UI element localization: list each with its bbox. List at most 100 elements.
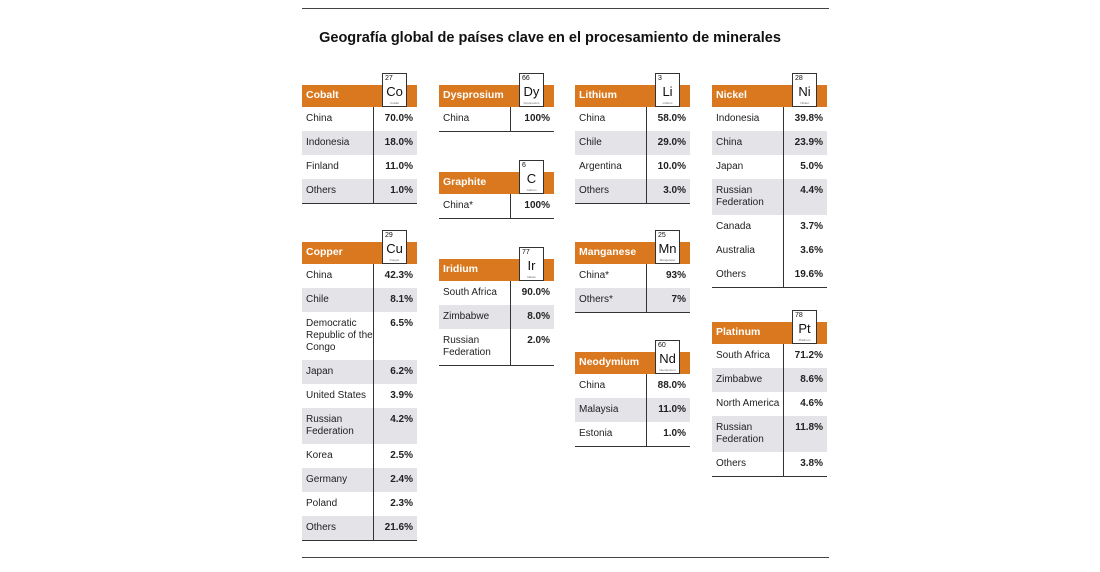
country-label: Canada <box>716 221 752 232</box>
table-row: Poland 2.3% <box>302 492 417 516</box>
share-value: 4.4% <box>783 179 827 215</box>
share-value: 70.0% <box>373 107 417 131</box>
country-label: Others <box>716 458 747 469</box>
element-symbol: Li <box>662 84 673 99</box>
mineral-name: Cobalt <box>306 89 339 101</box>
table-row: Others 3.8% <box>712 452 827 476</box>
country-label: Chile <box>306 294 329 305</box>
share-value: 29.0% <box>646 131 690 155</box>
mineral-header: Platinum 78 Pt Platinum <box>712 310 827 344</box>
table-row: China 23.9% <box>712 131 827 155</box>
element-name: Lithium <box>662 101 673 105</box>
element-name: Platinum <box>798 338 811 342</box>
table-row: Zimbabwe 8.6% <box>712 368 827 392</box>
mineral-header: Manganese 25 Mn Manganese <box>575 230 690 264</box>
table-row: Chile 29.0% <box>575 131 690 155</box>
element-symbol: Nd <box>659 351 676 366</box>
element-name: Neodymium <box>659 368 676 372</box>
share-value: 5.0% <box>783 155 827 179</box>
table-row: Others* 7% <box>575 288 690 312</box>
element-symbol: Ir <box>527 258 536 273</box>
mineral-table-neodymium: Neodymium 60 Nd Neodymium China 88.0% Malaysia… <box>575 340 690 447</box>
element-name: Manganese <box>659 258 676 262</box>
mineral-rows: China* 100% <box>439 194 554 219</box>
share-value: 88.0% <box>646 374 690 398</box>
share-value: 8.1% <box>373 288 417 312</box>
mineral-rows: Indonesia 39.8% China 23.9% Japan 5.0% Russian… <box>712 107 827 288</box>
mineral-name: Graphite <box>443 176 487 188</box>
element-number: 77 <box>522 249 530 256</box>
share-value: 21.6% <box>373 516 417 540</box>
country-label: North America <box>716 398 780 409</box>
mineral-header: Copper 29 Cu Copper <box>302 230 417 264</box>
share-value: 4.2% <box>373 408 417 444</box>
mineral-name: Lithium <box>579 89 617 101</box>
element-number: 25 <box>658 232 666 239</box>
country-label: Democratic Republic of the Congo <box>306 318 373 353</box>
element-name: Cobalt <box>390 101 399 105</box>
element-number: 78 <box>795 312 803 319</box>
country-label: Indonesia <box>306 137 350 148</box>
country-label: China <box>579 380 606 391</box>
table-row: Canada 3.7% <box>712 215 827 239</box>
element-number: 3 <box>658 75 662 82</box>
share-value: 23.9% <box>783 131 827 155</box>
share-value: 1.0% <box>646 422 690 446</box>
mineral-header: Nickel 28 Ni Nickel <box>712 73 827 107</box>
share-value: 11.0% <box>373 155 417 179</box>
country-label: Poland <box>306 498 338 509</box>
country-label: Others* <box>579 294 613 305</box>
country-label: Russian Federation <box>306 414 354 437</box>
table-row: China 42.3% <box>302 264 417 288</box>
table-row: Malaysia 11.0% <box>575 398 690 422</box>
table-row: Indonesia 18.0% <box>302 131 417 155</box>
share-value: 58.0% <box>646 107 690 131</box>
element-tile: 29 Cu Copper <box>382 230 407 264</box>
table-row: Korea 2.5% <box>302 444 417 468</box>
mineral-rows: China 88.0% Malaysia 11.0% Estonia 1.0% <box>575 374 690 447</box>
table-row: China 88.0% <box>575 374 690 398</box>
mineral-table-manganese: Manganese 25 Mn Manganese China* 93% Others* 7% <box>575 230 690 313</box>
country-label: China* <box>579 270 610 281</box>
share-value: 2.0% <box>510 329 554 365</box>
country-label: Korea <box>306 450 333 461</box>
chart-title: Geografía global de países clave en el p… <box>319 30 781 46</box>
mineral-table-cobalt: Cobalt 27 Co Cobalt China 70.0% Indonesia 18.0%… <box>302 73 417 204</box>
element-name: Nickel <box>800 101 809 105</box>
country-label: China <box>443 113 470 124</box>
mineral-name: Nickel <box>716 89 747 101</box>
element-name: Copper <box>389 258 400 262</box>
element-symbol: Ni <box>798 84 811 99</box>
country-label: Indonesia <box>716 113 760 124</box>
share-value: 3.0% <box>646 179 690 203</box>
share-value: 3.8% <box>783 452 827 476</box>
element-name: Carbon <box>526 188 537 192</box>
element-number: 60 <box>658 342 666 349</box>
element-number: 66 <box>522 75 530 82</box>
country-label: Argentina <box>579 161 622 172</box>
element-tile: 27 Co Cobalt <box>382 73 407 107</box>
country-label: China* <box>443 200 474 211</box>
share-value: 10.0% <box>646 155 690 179</box>
share-value: 6.5% <box>373 312 417 360</box>
mineral-rows: South Africa 90.0% Zimbabwe 8.0% Russian Fed… <box>439 281 554 366</box>
share-value: 7% <box>646 288 690 312</box>
country-label: Russian Federation <box>716 185 764 208</box>
share-value: 90.0% <box>510 281 554 305</box>
element-tile: 25 Mn Manganese <box>655 230 680 264</box>
table-row: South Africa 90.0% <box>439 281 554 305</box>
mineral-header: Graphite 6 C Carbon <box>439 160 554 194</box>
mineral-table-lithium: Lithium 3 Li Lithium China 58.0% Chile 29.0% Arg… <box>575 73 690 204</box>
table-row: Indonesia 39.8% <box>712 107 827 131</box>
share-value: 2.5% <box>373 444 417 468</box>
share-value: 93% <box>646 264 690 288</box>
share-value: 3.6% <box>783 239 827 263</box>
table-row: Russian Federation 2.0% <box>439 329 554 365</box>
mineral-table-nickel: Nickel 28 Ni Nickel Indonesia 39.8% China 23.9%… <box>712 73 827 288</box>
country-label: China <box>306 270 333 281</box>
share-value: 39.8% <box>783 107 827 131</box>
table-row: Japan 6.2% <box>302 360 417 384</box>
table-row: China* 100% <box>439 194 554 218</box>
share-value: 3.9% <box>373 384 417 408</box>
share-value: 6.2% <box>373 360 417 384</box>
